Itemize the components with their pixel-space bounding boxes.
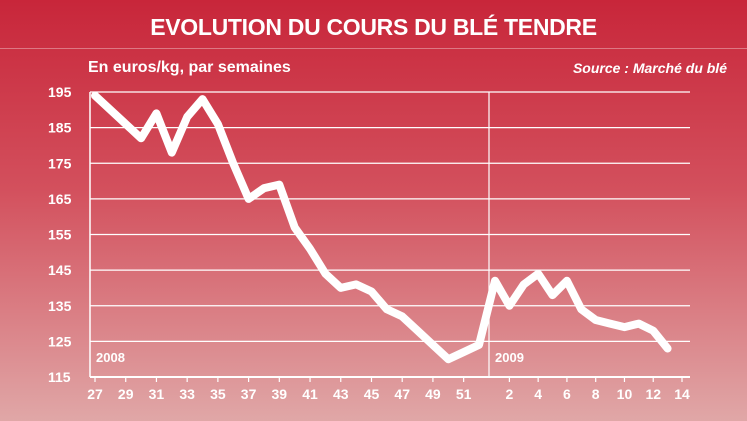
y-tick-label: 115 xyxy=(48,369,71,385)
series-line xyxy=(91,91,672,364)
y-tick-label: 195 xyxy=(48,84,72,100)
y-tick-label: 135 xyxy=(48,298,72,314)
y-tick-label: 125 xyxy=(48,333,72,349)
x-tick-label: 27 xyxy=(87,386,103,402)
x-tick-label: 8 xyxy=(592,386,600,402)
y-tick-label: 145 xyxy=(48,262,72,278)
x-tick-label: 33 xyxy=(179,386,195,402)
series-layer xyxy=(91,91,672,364)
x-tick-label: 35 xyxy=(210,386,226,402)
x-axis-ticks: 27 29 31 33 35 37 39 41 43 45 47 49 51 2 4 6 8 10 12 14 xyxy=(87,377,690,402)
x-tick-label: 14 xyxy=(674,386,690,402)
x-tick-label: 49 xyxy=(425,386,441,402)
y-tick-label: 175 xyxy=(48,155,72,171)
grid-lines xyxy=(89,91,690,378)
x-tick-label: 12 xyxy=(645,386,661,402)
chart-subtitle: En euros/kg, par semaines xyxy=(88,59,291,76)
year-labels: 2008 2009 xyxy=(96,350,524,365)
x-tick-label: 43 xyxy=(333,386,349,402)
chart-title: EVOLUTION DU COURS DU BLÉ TENDRE xyxy=(150,14,597,40)
y-tick-label: 155 xyxy=(48,227,72,243)
x-tick-label: 37 xyxy=(241,386,257,402)
year-label-2009: 2009 xyxy=(495,350,524,365)
x-tick-label: 6 xyxy=(563,386,571,402)
chart-source: Source : Marché du blé xyxy=(572,60,727,76)
x-tick-label: 39 xyxy=(272,386,288,402)
y-tick-label: 185 xyxy=(48,120,72,136)
x-tick-label: 10 xyxy=(617,386,633,402)
year-label-2008: 2008 xyxy=(96,350,125,365)
x-tick-label: 4 xyxy=(534,386,542,402)
x-tick-label: 51 xyxy=(456,386,472,402)
x-tick-label: 2 xyxy=(505,386,513,402)
x-tick-label: 29 xyxy=(118,386,134,402)
x-tick-label: 47 xyxy=(394,386,410,402)
x-tick-label: 45 xyxy=(364,386,380,402)
y-axis-ticks: 115 125 135 145 155 165 175 185 195 xyxy=(48,84,72,385)
x-tick-label: 41 xyxy=(302,386,318,402)
title-divider xyxy=(0,48,747,49)
x-tick-label: 31 xyxy=(149,386,165,402)
y-tick-label: 165 xyxy=(48,191,72,207)
